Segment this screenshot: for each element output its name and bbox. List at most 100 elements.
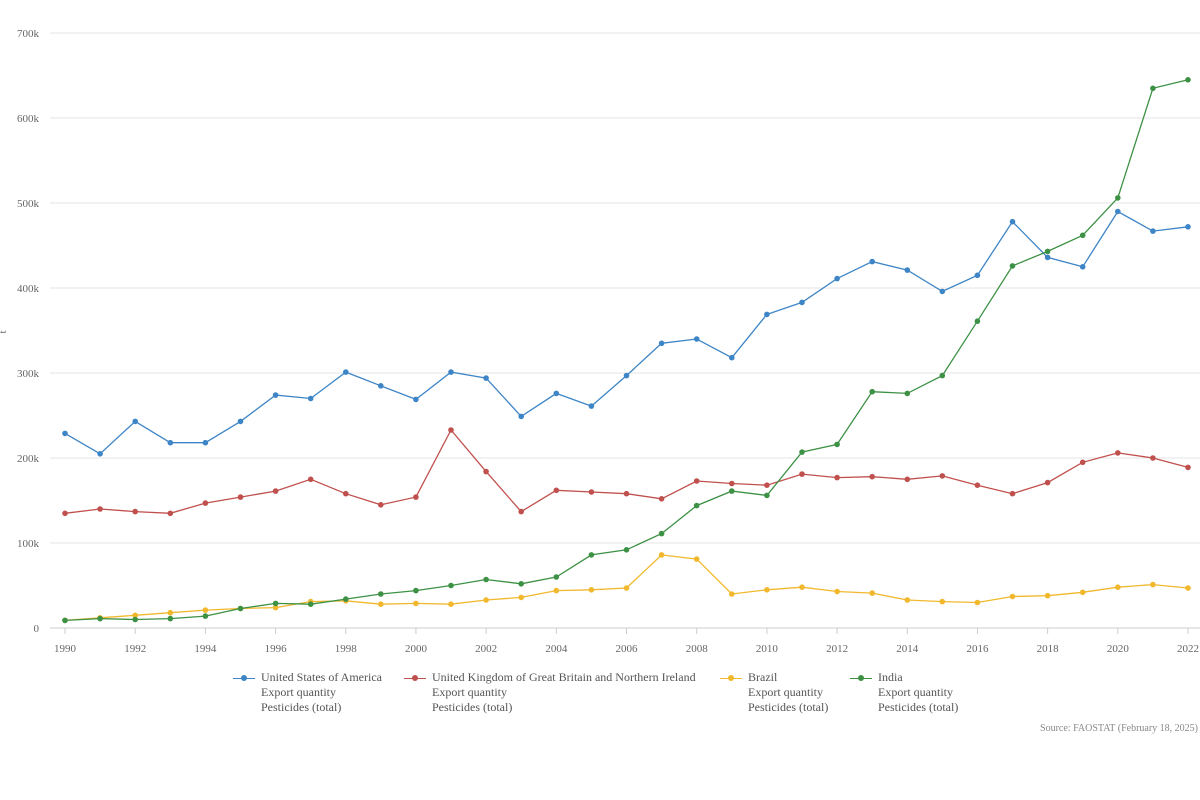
data-point[interactable] bbox=[237, 605, 244, 612]
data-point[interactable] bbox=[1115, 450, 1121, 456]
data-point[interactable] bbox=[62, 617, 68, 624]
legend-item[interactable]: United States of America Export quantity P… bbox=[233, 670, 382, 715]
data-point[interactable] bbox=[448, 369, 454, 375]
data-point[interactable] bbox=[62, 510, 68, 517]
data-point[interactable] bbox=[1185, 77, 1191, 83]
data-point[interactable] bbox=[448, 601, 454, 607]
legend-item[interactable]: India Export quantity Pesticides (total) bbox=[850, 670, 958, 715]
data-point[interactable] bbox=[869, 473, 875, 480]
data-point[interactable] bbox=[1079, 589, 1086, 596]
data-point[interactable] bbox=[1150, 581, 1156, 588]
data-point[interactable] bbox=[834, 275, 840, 282]
data-point[interactable] bbox=[343, 369, 349, 375]
data-point[interactable] bbox=[1150, 85, 1156, 92]
data-point[interactable] bbox=[307, 395, 314, 402]
data-point[interactable] bbox=[448, 427, 454, 433]
data-point[interactable] bbox=[1079, 264, 1086, 270]
data-point[interactable] bbox=[693, 556, 700, 562]
data-point[interactable] bbox=[939, 598, 946, 605]
data-point[interactable] bbox=[272, 604, 279, 611]
data-point[interactable] bbox=[518, 594, 524, 601]
data-point[interactable] bbox=[764, 311, 770, 318]
data-point[interactable] bbox=[272, 600, 279, 607]
data-point[interactable] bbox=[343, 490, 349, 497]
data-point[interactable] bbox=[939, 288, 946, 295]
data-point[interactable] bbox=[167, 615, 174, 622]
data-point[interactable] bbox=[1009, 593, 1016, 600]
legend-item[interactable]: United Kingdom of Great Britain and Nort… bbox=[404, 670, 696, 715]
data-point[interactable] bbox=[553, 487, 560, 494]
data-point[interactable] bbox=[974, 482, 981, 489]
data-point[interactable] bbox=[1044, 592, 1051, 599]
data-point[interactable] bbox=[869, 388, 875, 395]
data-point[interactable] bbox=[518, 508, 524, 515]
data-point[interactable] bbox=[378, 383, 384, 389]
data-point[interactable] bbox=[483, 576, 489, 583]
data-point[interactable] bbox=[693, 336, 700, 342]
data-point[interactable] bbox=[307, 601, 314, 607]
data-point[interactable] bbox=[1115, 208, 1121, 215]
data-point[interactable] bbox=[1115, 584, 1121, 590]
data-point[interactable] bbox=[272, 488, 279, 494]
data-point[interactable] bbox=[202, 500, 209, 506]
legend-item[interactable]: Brazil Export quantity Pesticides (total) bbox=[720, 670, 828, 715]
data-point[interactable] bbox=[202, 613, 209, 619]
data-point[interactable] bbox=[413, 587, 419, 594]
data-point[interactable] bbox=[1044, 254, 1051, 261]
data-point[interactable] bbox=[1079, 232, 1086, 239]
data-point[interactable] bbox=[237, 494, 244, 500]
data-point[interactable] bbox=[1185, 224, 1191, 230]
data-point[interactable] bbox=[1009, 263, 1016, 269]
data-point[interactable] bbox=[553, 390, 560, 397]
data-point[interactable] bbox=[658, 552, 665, 558]
data-point[interactable] bbox=[834, 588, 840, 595]
data-point[interactable] bbox=[97, 615, 103, 622]
data-point[interactable] bbox=[553, 574, 560, 580]
data-point[interactable] bbox=[378, 591, 384, 597]
data-point[interactable] bbox=[729, 488, 735, 494]
data-point[interactable] bbox=[799, 584, 805, 590]
data-point[interactable] bbox=[483, 375, 489, 381]
data-point[interactable] bbox=[237, 418, 244, 425]
data-point[interactable] bbox=[869, 258, 875, 265]
data-point[interactable] bbox=[272, 392, 279, 398]
data-point[interactable] bbox=[413, 396, 419, 403]
data-point[interactable] bbox=[202, 607, 209, 613]
data-point[interactable] bbox=[132, 616, 138, 623]
data-point[interactable] bbox=[167, 510, 174, 517]
data-point[interactable] bbox=[1185, 464, 1191, 471]
data-point[interactable] bbox=[518, 413, 524, 420]
data-point[interactable] bbox=[1009, 218, 1016, 225]
data-point[interactable] bbox=[202, 439, 209, 446]
data-point[interactable] bbox=[764, 587, 770, 593]
data-point[interactable] bbox=[518, 581, 524, 587]
data-point[interactable] bbox=[658, 496, 665, 502]
data-point[interactable] bbox=[1115, 195, 1121, 201]
data-point[interactable] bbox=[974, 318, 981, 325]
data-point[interactable] bbox=[307, 476, 314, 483]
data-point[interactable] bbox=[588, 552, 595, 558]
data-point[interactable] bbox=[904, 267, 911, 273]
data-point[interactable] bbox=[658, 530, 665, 537]
data-point[interactable] bbox=[588, 489, 595, 495]
data-point[interactable] bbox=[448, 582, 454, 589]
data-point[interactable] bbox=[1044, 479, 1051, 486]
data-point[interactable] bbox=[588, 403, 595, 409]
data-point[interactable] bbox=[97, 506, 103, 512]
data-point[interactable] bbox=[799, 449, 805, 455]
data-point[interactable] bbox=[693, 478, 700, 484]
data-point[interactable] bbox=[132, 418, 138, 425]
data-point[interactable] bbox=[1150, 228, 1156, 234]
data-point[interactable] bbox=[729, 354, 735, 361]
data-point[interactable] bbox=[1079, 459, 1086, 466]
data-point[interactable] bbox=[623, 372, 630, 379]
data-point[interactable] bbox=[132, 508, 138, 515]
data-point[interactable] bbox=[413, 494, 419, 500]
data-point[interactable] bbox=[62, 430, 68, 437]
data-point[interactable] bbox=[97, 451, 103, 457]
data-point[interactable] bbox=[1044, 248, 1051, 255]
data-point[interactable] bbox=[693, 502, 700, 509]
data-point[interactable] bbox=[483, 468, 489, 475]
data-point[interactable] bbox=[483, 597, 489, 603]
data-point[interactable] bbox=[413, 600, 419, 607]
